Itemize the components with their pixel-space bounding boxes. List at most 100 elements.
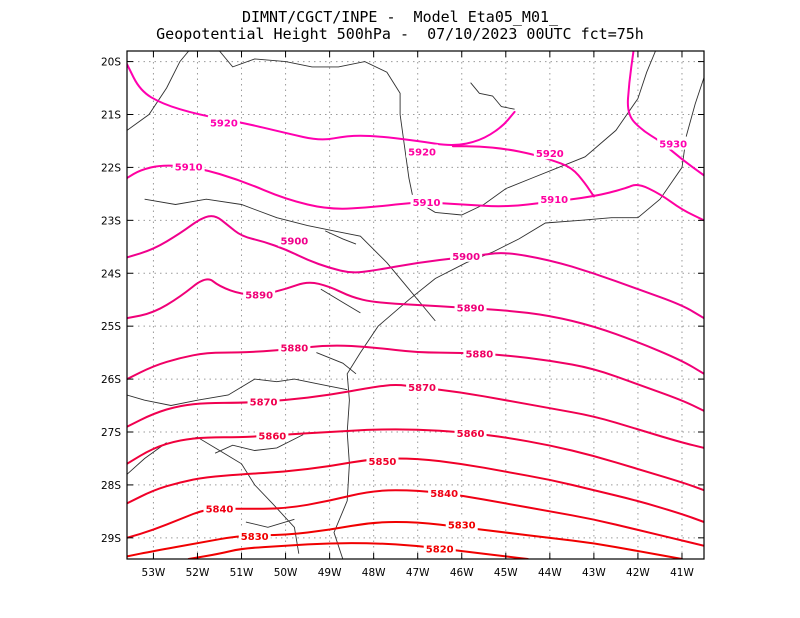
contour-line-5820 [187,542,529,559]
contour-line-5840 [127,489,704,547]
contour-label-bg [406,380,439,394]
coastline-segment [127,51,190,131]
contour-label-bg [172,159,205,173]
contour-label-bg [207,115,240,129]
contour-line-5920 [127,164,704,222]
contour-label-bg [278,340,311,354]
lat-label: 21S [101,110,121,122]
lat-label: 26S [101,374,121,386]
contour-label-bg [366,454,399,468]
lon-label: 52W [186,567,210,579]
map-subtitle: Geopotential Height 500hPa - 07/10/2023 … [156,25,644,43]
coastline-segment [127,442,167,475]
contour-label-bg [423,541,456,555]
plot-frame [126,50,705,560]
contour-label: 5840 [430,489,458,500]
contour-label: 5890 [245,290,273,301]
contour-label-bg [247,394,280,408]
contour-line-5930 [626,51,704,177]
contour-label-bg [243,287,276,301]
contour-label-bg [445,517,478,531]
contour-label-bg [238,529,271,543]
contour-line-5890 [127,278,704,375]
contour-line-5870 [127,384,704,449]
lat-label: 24S [101,268,121,280]
coastline-segment [127,378,348,406]
contour-label: 5920 [210,118,238,129]
lon-label: 49W [318,567,342,579]
contour-label: 5910 [175,162,203,173]
contour-label-bg [454,300,487,314]
contour-label-bg [657,136,690,150]
contour-label: 5920 [408,148,436,159]
contour-label-bg [410,194,443,208]
contour-line-5880 [127,344,704,412]
contour-label: 5870 [408,383,436,394]
lat-label: 27S [101,427,121,439]
contour-label: 5890 [457,304,485,315]
coastline-segment [245,518,295,528]
contour-label-bg [450,248,483,262]
lon-label: 45W [494,567,518,579]
lat-label: 29S [101,533,121,545]
contour-label-bg [428,485,461,499]
contour-labels: 5920 5930 5910 5910 5910 5920 5920 5900 5900 5890… [172,115,690,555]
contour-label: 5850 [369,457,397,468]
lat-label: 25S [101,321,121,333]
contour-label-bg [533,146,566,160]
lon-label: 43W [582,567,606,579]
lon-label: 48W [362,567,386,579]
contour-label-bg [463,346,496,360]
contour-label: 5860 [258,432,286,443]
coastline-segment [320,288,361,314]
lat-label: 20S [101,57,121,69]
contour-label: 5930 [659,140,687,151]
lon-label: 47W [406,567,430,579]
contour-line-5830 [127,521,683,559]
contour-label: 5880 [280,343,308,354]
lon-label: 53W [142,567,166,579]
coastline-segment [333,77,704,559]
coastline-borders [127,51,704,559]
contour-label: 5900 [452,252,480,263]
contour-label-bg [278,233,311,247]
contour-label: 5920 [536,149,564,160]
contour-label: 5830 [241,532,269,543]
lon-label: 42W [626,567,650,579]
axis-ticks: 20S 21S 22S 23S 24S 25S 26S 27S 28S 29S 53W 52W 51W 5… [101,51,704,579]
contour-label-bg [454,426,487,440]
lon-label: 46W [450,567,474,579]
lon-label: 50W [274,567,298,579]
contour-label: 5860 [457,429,485,440]
contour-line-5920 [451,145,595,198]
lat-label: 28S [101,480,121,492]
lat-label: 23S [101,215,121,227]
contour-label-bg [256,428,289,442]
contour-line-5860 [127,428,704,492]
contour-line-5900 [127,215,704,320]
contour-lines [127,51,704,559]
coastline-segment [325,230,357,245]
contour-label: 5830 [448,521,476,532]
lon-label: 51W [230,567,254,579]
contour-label: 5910 [540,195,568,206]
contour-label: 5870 [250,397,278,408]
contour-label-bg [406,144,439,158]
contour-label: 5900 [280,236,308,247]
contour-line-5930 [127,63,516,146]
lon-label: 41W [670,567,694,579]
coastline-segment [470,82,515,110]
contour-label: 5910 [413,198,441,209]
coastline-segment [214,434,304,454]
contour-label: 5840 [206,505,234,516]
contour-label: 5820 [426,544,454,555]
lon-label: 44W [538,567,562,579]
map-title: DIMNT/CGCT/INPE - Model Eta05_M01_ [241,8,559,26]
contour-label-bg [203,501,236,515]
coastline-segment [219,51,656,216]
contour-label-bg [538,192,571,206]
lat-label: 22S [101,162,121,174]
coastline-segment [144,198,436,322]
coastline-segment [316,352,357,375]
